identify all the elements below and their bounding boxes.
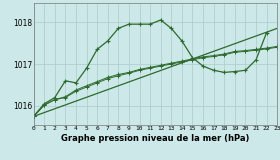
X-axis label: Graphe pression niveau de la mer (hPa): Graphe pression niveau de la mer (hPa) bbox=[61, 134, 249, 143]
